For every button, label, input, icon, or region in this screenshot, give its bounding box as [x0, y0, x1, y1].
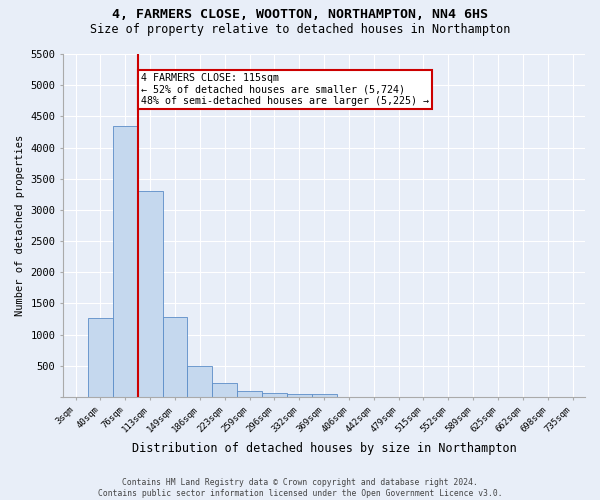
Bar	[311, 394, 337, 397]
Text: Contains HM Land Registry data © Crown copyright and database right 2024.
Contai: Contains HM Land Registry data © Crown c…	[98, 478, 502, 498]
Bar	[262, 393, 287, 397]
Bar	[88, 318, 113, 397]
Bar	[237, 391, 262, 397]
Text: Size of property relative to detached houses in Northampton: Size of property relative to detached ho…	[90, 22, 510, 36]
X-axis label: Distribution of detached houses by size in Northampton: Distribution of detached houses by size …	[132, 442, 517, 455]
Y-axis label: Number of detached properties: Number of detached properties	[15, 135, 25, 316]
Bar	[287, 394, 311, 397]
Bar	[187, 366, 212, 397]
Bar	[138, 191, 163, 397]
Bar	[113, 126, 138, 397]
Bar	[163, 317, 187, 397]
Bar	[212, 384, 237, 397]
Text: 4 FARMERS CLOSE: 115sqm
← 52% of detached houses are smaller (5,724)
48% of semi: 4 FARMERS CLOSE: 115sqm ← 52% of detache…	[142, 72, 430, 106]
Text: 4, FARMERS CLOSE, WOOTTON, NORTHAMPTON, NN4 6HS: 4, FARMERS CLOSE, WOOTTON, NORTHAMPTON, …	[112, 8, 488, 20]
